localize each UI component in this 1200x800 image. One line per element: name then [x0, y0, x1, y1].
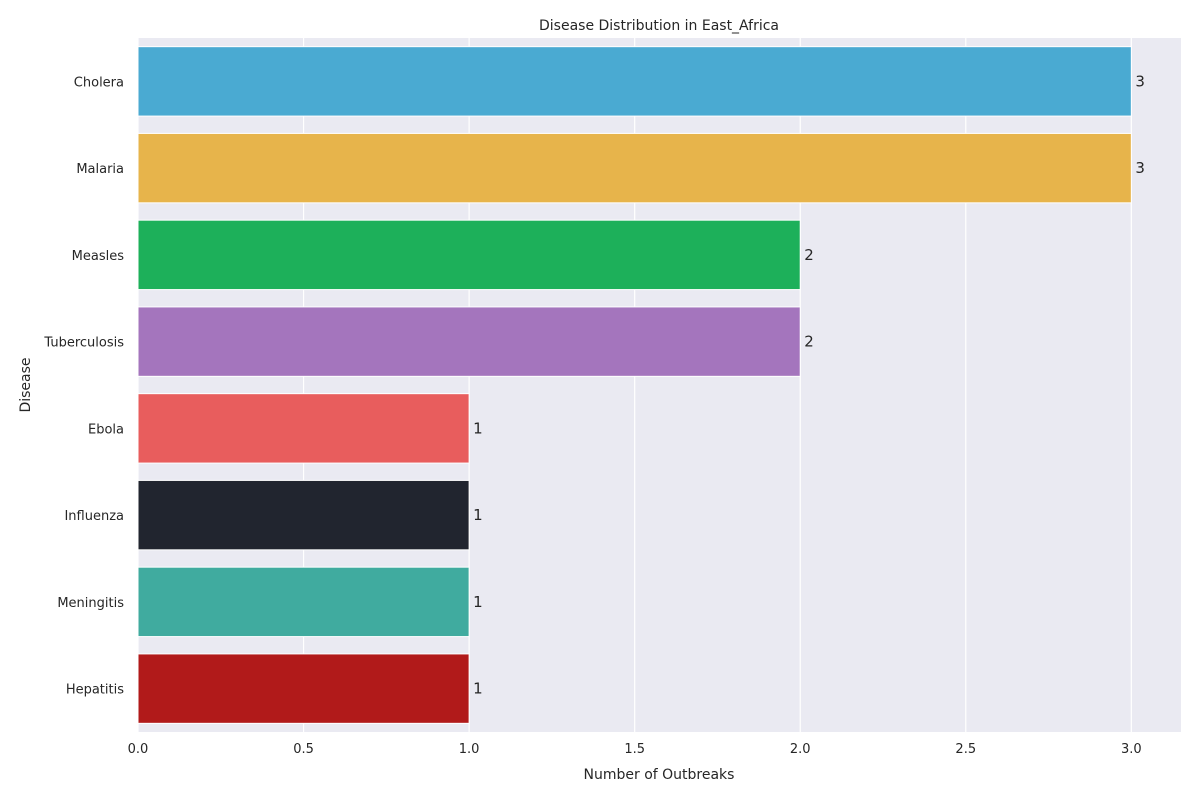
- bar-hepatitis: [137, 653, 470, 724]
- y-tick-labels: Cholera Malaria Measles Tuberculosis Ebola In…: [43, 75, 124, 697]
- x-tick-label: 1.0: [459, 742, 480, 757]
- y-tick-label-malaria: Malaria: [76, 162, 124, 177]
- bar-measles: [137, 219, 801, 291]
- x-tick-label: 0.0: [128, 742, 149, 757]
- x-axis-label: Number of Outbreaks: [584, 767, 735, 783]
- bar-tuberculosis: [137, 306, 801, 377]
- data-label-ebola: 1: [473, 419, 483, 437]
- y-tick-label-influenza: Influenza: [64, 509, 124, 524]
- bar-meningitis: [137, 566, 470, 638]
- bar-cholera: [137, 46, 1132, 117]
- bar-influenza: [137, 479, 470, 551]
- data-label-cholera: 3: [1135, 72, 1145, 90]
- y-tick-label-measles: Measles: [72, 249, 125, 264]
- x-tick-label: 2.5: [955, 742, 976, 757]
- y-tick-label-meningitis: Meningitis: [57, 596, 124, 611]
- data-label-tuberculosis: 2: [804, 333, 814, 351]
- bars: [137, 46, 1132, 724]
- data-label-malaria: 3: [1135, 159, 1145, 177]
- data-label-measles: 2: [804, 246, 814, 264]
- bar-ebola: [137, 393, 470, 464]
- data-label-hepatitis: 1: [473, 680, 483, 698]
- bar-malaria: [137, 132, 1132, 204]
- data-labels: 3 3 2 2 1 1 1 1: [473, 72, 1145, 697]
- y-axis-label: Disease: [18, 357, 34, 412]
- y-tick-label-tuberculosis: Tuberculosis: [43, 336, 124, 351]
- x-tick-label: 0.5: [293, 742, 314, 757]
- y-tick-label-cholera: Cholera: [74, 75, 124, 90]
- x-tick-label: 2.0: [790, 742, 811, 757]
- y-tick-label-hepatitis: Hepatitis: [66, 683, 124, 698]
- x-tick-labels: 0.0 0.5 1.0 1.5 2.0 2.5 3.0: [128, 742, 1142, 757]
- data-label-meningitis: 1: [473, 593, 483, 611]
- chart-title: Disease Distribution in East_Africa: [539, 18, 779, 34]
- data-label-influenza: 1: [473, 506, 483, 524]
- x-tick-label: 1.5: [624, 742, 645, 757]
- x-tick-label: 3.0: [1121, 742, 1142, 757]
- y-tick-label-ebola: Ebola: [88, 422, 124, 437]
